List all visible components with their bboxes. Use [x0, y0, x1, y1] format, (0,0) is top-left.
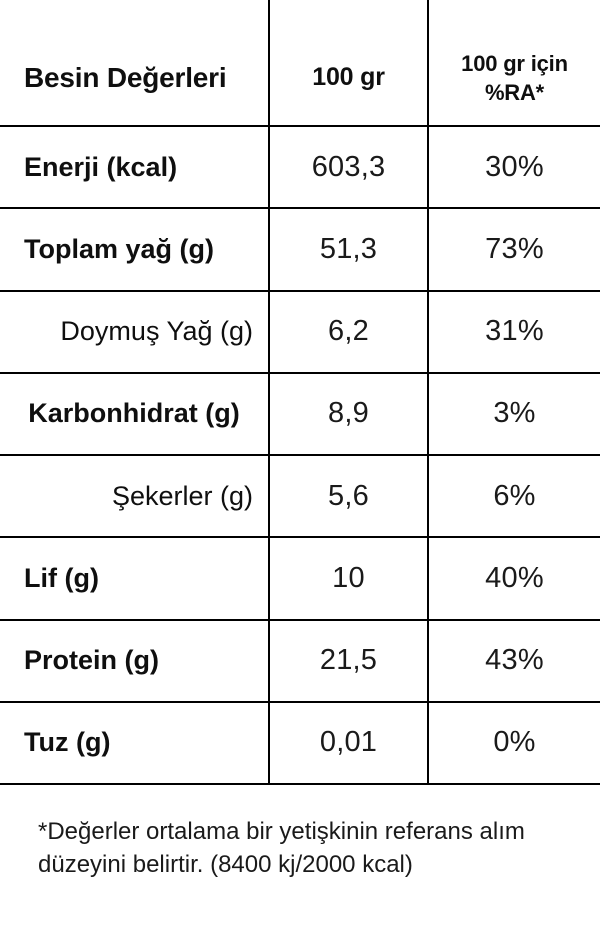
row-label: Protein (g) — [0, 620, 270, 703]
footnote-line-1: *Değerler ortalama bir yetişkinin refera… — [38, 818, 525, 845]
row-value-per-100gr: 5,6 — [270, 456, 429, 539]
row-label: Tuz (g) — [0, 702, 270, 785]
row-value-ra-percent: 6% — [429, 456, 600, 539]
row-label: Enerji (kcal) — [0, 127, 270, 210]
row-value-per-100gr: 51,3 — [270, 209, 429, 292]
row-value-ra-percent: 0% — [429, 702, 600, 785]
row-value-per-100gr: 0,01 — [270, 702, 429, 785]
row-value-ra-percent: 30% — [429, 127, 600, 210]
row-value-ra-percent: 73% — [429, 209, 600, 292]
row-value-ra-percent: 43% — [429, 620, 600, 703]
nutrition-table: Besin Değerleri 100 gr 100 gr için %RA* … — [0, 0, 600, 785]
reference-intake-footnote: *Değerler ortalama bir yetişkinin refera… — [0, 815, 600, 881]
column-header-ra-percent: 100 gr için %RA* — [429, 0, 600, 127]
row-label: Doymuş Yağ (g) — [0, 291, 270, 374]
row-value-ra-percent: 31% — [429, 291, 600, 374]
row-value-per-100gr: 603,3 — [270, 127, 429, 210]
row-value-ra-percent: 3% — [429, 373, 600, 456]
footnote-line-2: düzeyini belirtir. (8400 kj/2000 kcal) — [38, 851, 413, 878]
row-value-per-100gr: 8,9 — [270, 373, 429, 456]
row-value-per-100gr: 21,5 — [270, 620, 429, 703]
row-label: Lif (g) — [0, 538, 270, 621]
row-label: Şekerler (g) — [0, 456, 270, 539]
row-label: Toplam yağ (g) — [0, 209, 270, 292]
row-value-per-100gr: 6,2 — [270, 291, 429, 374]
row-value-per-100gr: 10 — [270, 538, 429, 621]
column-header-per-100gr: 100 gr — [270, 0, 429, 127]
column-header-nutrient: Besin Değerleri — [0, 0, 270, 127]
row-value-ra-percent: 40% — [429, 538, 600, 621]
row-label: Karbonhidrat (g) — [0, 373, 270, 456]
